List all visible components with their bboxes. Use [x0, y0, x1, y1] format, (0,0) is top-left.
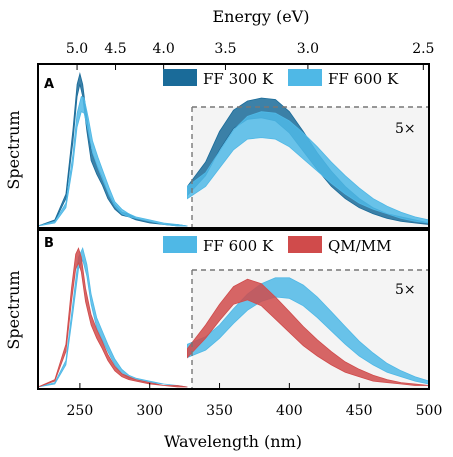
energy-tick-label: 4.5: [104, 41, 126, 57]
wavelength-axis-title: Wavelength (nm): [164, 432, 302, 451]
panel-a-legend-label-ff300: FF 300 K: [203, 70, 274, 88]
panel-a-y-axis-title: Spectrum: [4, 110, 23, 189]
panel-b-legend-label-ff600: FF 600 K: [203, 237, 274, 255]
wavelength-tick-label: 250: [67, 403, 94, 419]
wavelength-tick-label: 500: [416, 403, 443, 419]
panel-a-ff-600-k-absorption-band: [37, 95, 188, 227]
panel-a-legend-swatch-ff300: [163, 69, 197, 86]
energy-tick-label: 2.5: [412, 41, 434, 57]
panel-b-qm-mm-absorption-band: [37, 247, 188, 388]
wavelength-tick-label: 300: [136, 403, 163, 419]
panel-a: 5× A FF 300 K FF 600 K: [37, 63, 430, 229]
wavelength-tick-label: 350: [206, 403, 233, 419]
panel-b-legend-swatch-qmmm: [288, 236, 322, 253]
energy-tick-label: 3.0: [297, 41, 319, 57]
panel-b-legend: FF 600 K QM/MM: [163, 236, 391, 255]
wavelength-axis-ticks: 250 300 350 400 450 500: [67, 383, 443, 419]
panel-b-legend-label-qmmm: QM/MM: [328, 237, 391, 255]
panel-a-legend: FF 300 K FF 600 K: [163, 69, 399, 88]
wavelength-tick-label: 400: [276, 403, 303, 419]
panel-a-magnification-label: 5×: [395, 121, 416, 137]
energy-axis-ticks: 5.0 4.5 4.0 3.5 3.0 2.5: [66, 41, 434, 70]
wavelength-tick-label: 450: [346, 403, 373, 419]
energy-axis-title: Energy (eV): [213, 7, 310, 26]
panel-b: 5× B FF 600 K QM/MM: [37, 229, 430, 390]
panel-a-frame: [37, 63, 430, 229]
panel-a-ff-300-k-absorption-band: [37, 72, 188, 227]
panel-a-legend-swatch-ff600: [288, 69, 322, 86]
energy-tick-label: 4.0: [152, 41, 174, 57]
panel-b-frame: [37, 229, 430, 390]
panel-a-letter: A: [44, 77, 54, 92]
panel-b-magnification-label: 5×: [395, 282, 416, 298]
panel-b-legend-swatch-ff600: [163, 236, 197, 253]
panel-b-letter: B: [44, 236, 54, 251]
energy-tick-label: 5.0: [66, 41, 88, 57]
panel-a-legend-label-ff600: FF 600 K: [328, 70, 399, 88]
panel-b-qm-mm-emission-band: [187, 278, 430, 386]
panel-b-y-axis-title: Spectrum: [4, 270, 23, 349]
energy-tick-label: 3.5: [214, 41, 236, 57]
